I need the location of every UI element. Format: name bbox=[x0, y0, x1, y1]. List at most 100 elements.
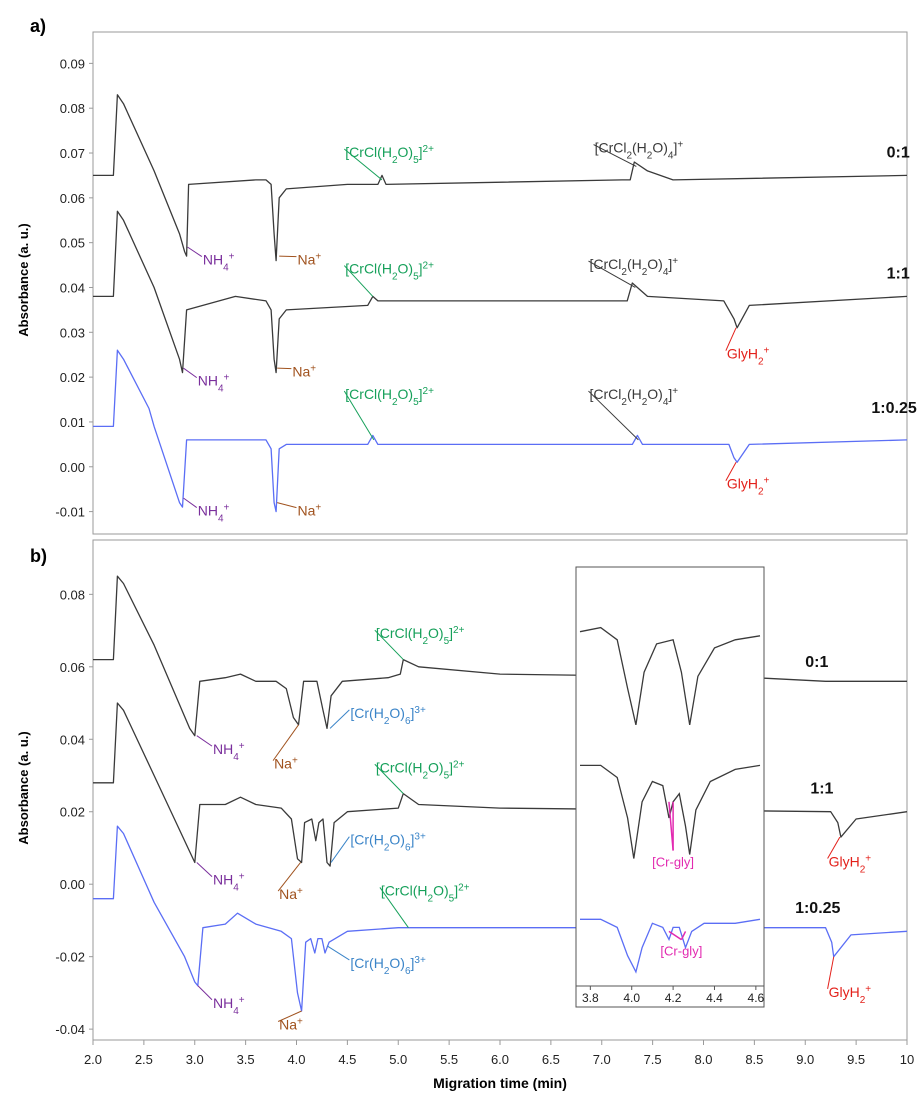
annotation-label: [CrCl(H2O)5]2+ bbox=[345, 386, 434, 408]
annotation-pointer bbox=[343, 265, 374, 297]
x-tick-label: 8.0 bbox=[694, 1052, 712, 1067]
ratio-label: 1:1 bbox=[887, 266, 910, 283]
inset-frame bbox=[575, 566, 765, 1008]
annotation-label: NH4+ bbox=[203, 251, 235, 273]
annotation-label: GlyH2+ bbox=[829, 853, 872, 875]
annotation-pointer bbox=[329, 709, 350, 729]
annotation-pointer bbox=[827, 836, 841, 859]
annotation-label: [CrCl2(H2O)4]+ bbox=[589, 256, 678, 278]
panel-a-label: a) bbox=[30, 16, 46, 36]
x-tick-label: 3.5 bbox=[237, 1052, 255, 1067]
annotation-label: [Cr(H2O)6]3+ bbox=[350, 954, 426, 976]
y-tick-label: -0.02 bbox=[55, 950, 85, 965]
y-tick-label: 0.02 bbox=[60, 805, 85, 820]
x-tick-label: 2.5 bbox=[135, 1052, 153, 1067]
annotation-pointer bbox=[197, 985, 213, 1001]
series-line-0-1 bbox=[93, 94, 908, 262]
y-tick-label: 0.09 bbox=[60, 56, 85, 71]
annotation-pointer bbox=[272, 724, 299, 761]
annotation-label: NH4+ bbox=[198, 372, 230, 394]
annotation-pointer bbox=[343, 390, 375, 441]
annotation-label: NH4+ bbox=[213, 871, 245, 893]
annotation-pointer bbox=[183, 497, 198, 508]
ratio-label: 0:1 bbox=[805, 654, 828, 671]
annotation-label: Na+ bbox=[279, 886, 303, 903]
panel-b: b) Absorbance (a. u.) 0.080.060.040.020.… bbox=[16, 539, 908, 1041]
panel-a-frame bbox=[92, 31, 908, 535]
panel-b-label: b) bbox=[30, 546, 47, 566]
inset-annotation-label: [Cr-gly] bbox=[660, 944, 702, 959]
ratio-label: 0:1 bbox=[887, 145, 910, 162]
y-tick-label: -0.04 bbox=[55, 1022, 85, 1037]
annotation-pointer bbox=[277, 862, 301, 892]
annotation-label: GlyH2+ bbox=[829, 983, 872, 1005]
annotation-pointer bbox=[183, 367, 198, 379]
annotation-pointer bbox=[196, 862, 213, 877]
annotation-label: [CrCl(H2O)5]2+ bbox=[376, 625, 465, 647]
annotation-pointer bbox=[374, 763, 404, 794]
y-tick-label: 0.08 bbox=[60, 101, 85, 116]
annotation-label: Na+ bbox=[297, 502, 321, 519]
annotation-label: Na+ bbox=[297, 251, 321, 268]
annotation-label: [CrCl2(H2O)4]+ bbox=[595, 139, 684, 161]
annotation-pointer bbox=[326, 945, 350, 961]
inset-annotations: [Cr-gly] [Cr-gly] bbox=[652, 801, 702, 959]
annotation-label: [Cr(H2O)6]3+ bbox=[350, 704, 426, 726]
annotation-label: GlyH2+ bbox=[727, 345, 770, 367]
inset-series-line bbox=[580, 764, 761, 859]
x-tick-label: 3.0 bbox=[186, 1052, 204, 1067]
inset-annotation-label: [Cr-gly] bbox=[652, 855, 694, 870]
x-tick-label: 2.0 bbox=[84, 1052, 102, 1067]
y-tick-label: -0.01 bbox=[55, 505, 85, 520]
panel-a-y-ticks: 0.09 0.08 0.07 0.06 0.05 0.04 0.03 0.02 0.01 0.00… bbox=[55, 56, 93, 520]
panel-a-annotations: NH4+ Na+ [CrCl(H2O)5]2+ [CrCl2(H2O)4]+ NH4+ N… bbox=[183, 139, 770, 524]
inset-annotation-pointer bbox=[668, 930, 682, 941]
y-tick-label: 0.03 bbox=[60, 325, 85, 340]
inset-annotation-pointer bbox=[680, 931, 687, 940]
inset-x-tick-label: 3.8 bbox=[582, 991, 599, 1005]
ratio-label: 1:1 bbox=[810, 781, 833, 798]
inset-x-tick-label: 4.4 bbox=[706, 991, 723, 1005]
y-tick-label: 0.00 bbox=[60, 460, 85, 475]
annotation-pointer bbox=[827, 956, 835, 989]
annotation-label: Na+ bbox=[274, 755, 298, 772]
x-tick-label: 9.5 bbox=[847, 1052, 865, 1067]
panel-a: a) Absorbance (a. u.) 0.090.080.070.060.… bbox=[16, 16, 917, 535]
x-axis-label: Migration time (min) bbox=[433, 1075, 567, 1091]
panel-b-ylabel: Absorbance (a. u.) bbox=[16, 731, 31, 844]
annotation-pointer bbox=[588, 260, 636, 288]
x-tick-label: 6.0 bbox=[491, 1052, 509, 1067]
inset-x-ticks: 3.8 4.0 4.2 4.4 4.6 bbox=[576, 985, 765, 1005]
y-tick-label: 0.06 bbox=[60, 191, 85, 206]
series-line-1-1 bbox=[93, 702, 908, 867]
inset-x-tick-label: 4.0 bbox=[623, 991, 640, 1005]
annotation-pointer bbox=[374, 629, 404, 660]
y-tick-label: 0.04 bbox=[60, 280, 85, 295]
x-tick-label: 6.5 bbox=[542, 1052, 560, 1067]
y-tick-label: 0.00 bbox=[60, 877, 85, 892]
annotation-pointer bbox=[379, 887, 409, 928]
annotation-label: NH4+ bbox=[198, 502, 230, 524]
y-tick-label: 0.07 bbox=[60, 146, 85, 161]
x-tick-label: 8.5 bbox=[745, 1052, 763, 1067]
panel-a-ratio-labels: 0:1 1:1 1:0.25 bbox=[871, 145, 916, 417]
annotation-label: Na+ bbox=[279, 1016, 303, 1033]
annotation-pointer bbox=[593, 144, 637, 167]
annotation-pointer bbox=[330, 836, 350, 863]
annotation-label: NH4+ bbox=[213, 741, 245, 763]
panel-a-series bbox=[93, 94, 908, 513]
panel-b-y-ticks: 0.08 0.06 0.04 0.02 0.00 -0.02 -0.04 bbox=[55, 587, 93, 1037]
annotation-pointer bbox=[277, 502, 297, 509]
y-tick-label: 0.06 bbox=[60, 660, 85, 675]
annotation-pointer bbox=[725, 462, 737, 481]
x-tick-labels: 2.0 2.5 3.0 3.5 4.0 4.5 5.0 5.5 6.0 6.5 7.0 7.5 8.0 8… bbox=[84, 1040, 914, 1067]
annotation-label: Na+ bbox=[292, 363, 316, 380]
inset-zoom: [Cr-gly] [Cr-gly] 3.8 4.0 4.2 4.4 4.6 bbox=[575, 566, 765, 1008]
annotation-pointer bbox=[343, 148, 383, 181]
annotation-label: [CrCl(H2O)5]2+ bbox=[345, 260, 434, 282]
x-tick-label: 4.0 bbox=[287, 1052, 305, 1067]
y-tick-label: 0.05 bbox=[60, 236, 85, 251]
y-tick-label: 0.08 bbox=[60, 587, 85, 602]
annotation-label: [Cr(H2O)6]3+ bbox=[350, 831, 426, 853]
